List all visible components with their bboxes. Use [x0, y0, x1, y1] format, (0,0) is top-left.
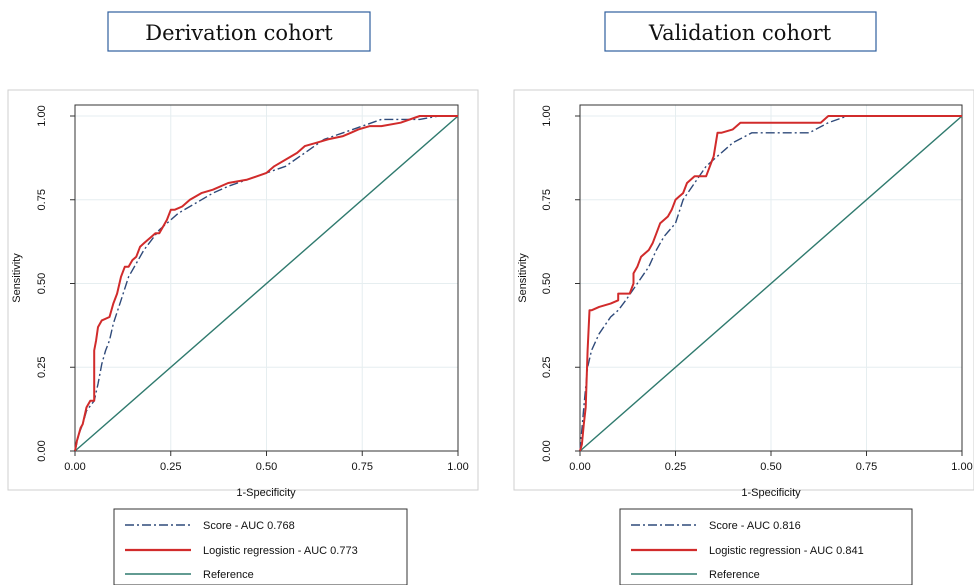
legend-label-reference: Reference: [203, 569, 254, 581]
y-tick-label: 0.25: [36, 357, 48, 378]
y-tick-label: 1.00: [36, 105, 48, 126]
y-axis-label: Sensitivity: [517, 253, 529, 303]
title-box: [107, 11, 371, 52]
plot-region: [7, 89, 479, 491]
reference-line: [579, 115, 963, 452]
score-line: [74, 115, 458, 452]
y-tick-label: 0.00: [541, 440, 553, 461]
x-tick-label: 0.00: [569, 461, 590, 473]
y-tick-label: 0.75: [36, 189, 48, 210]
x-tick-label: 0.25: [665, 461, 686, 473]
x-ticks: 0.00 0.25 0.50 0.75 1.00: [569, 451, 973, 473]
title-box: [604, 11, 877, 52]
series-lines: [579, 115, 963, 452]
y-ticks: 0.00 0.25 0.50 0.75 1.00: [541, 105, 580, 462]
y-tick-label: 0.50: [541, 273, 553, 294]
legend-label-score: Score - AUC 0.816: [709, 520, 801, 532]
plot-region: [513, 89, 974, 491]
derivation-panel: Derivation cohort 0.00 0.25 0.50 0.75 1.00 0…: [7, 11, 479, 585]
x-tick-label: 0.50: [760, 461, 781, 473]
validation-panel: Validation cohort 0.00 0.25 0.50 0.75 1.00 0…: [513, 11, 974, 585]
y-ticks: 0.00 0.25 0.50 0.75 1.00: [36, 105, 75, 462]
x-axis-label: 1-Specificity: [741, 487, 801, 499]
y-tick-label: 0.50: [36, 273, 48, 294]
logistic-regression-line: [74, 115, 458, 452]
legend: Score - AUC 0.768 Logistic regression - …: [113, 508, 408, 585]
x-tick-label: 0.25: [160, 461, 181, 473]
y-axis-label: Sensitivity: [11, 253, 23, 303]
y-tick-label: 0.75: [541, 189, 553, 210]
y-tick-label: 1.00: [541, 105, 553, 126]
legend: Score - AUC 0.816 Logistic regression - …: [619, 508, 913, 585]
y-tick-label: 0.00: [36, 440, 48, 461]
logistic-regression-line: [579, 115, 962, 452]
score-line: [579, 115, 962, 452]
chart-title: Derivation cohort: [145, 21, 333, 45]
legend-label-reference: Reference: [709, 569, 760, 581]
legend-box: [113, 508, 408, 585]
x-tick-label: 0.00: [64, 461, 85, 473]
x-tick-label: 1.00: [951, 461, 972, 473]
x-tick-label: 0.75: [352, 461, 373, 473]
reference-line: [74, 115, 459, 452]
series-lines: [74, 115, 459, 452]
x-tick-label: 0.75: [856, 461, 877, 473]
x-ticks: 0.00 0.25 0.50 0.75 1.00: [64, 451, 469, 473]
y-tick-label: 0.25: [541, 357, 553, 378]
legend-label-logistic: Logistic regression - AUC 0.841: [709, 545, 864, 557]
x-axis-label: 1-Specificity: [236, 487, 296, 499]
legend-label-logistic: Logistic regression - AUC 0.773: [203, 545, 358, 557]
chart-title: Validation cohort: [648, 21, 832, 45]
legend-label-score: Score - AUC 0.768: [203, 520, 295, 532]
legend-box: [619, 508, 913, 585]
x-tick-label: 1.00: [447, 461, 468, 473]
x-tick-label: 0.50: [256, 461, 277, 473]
